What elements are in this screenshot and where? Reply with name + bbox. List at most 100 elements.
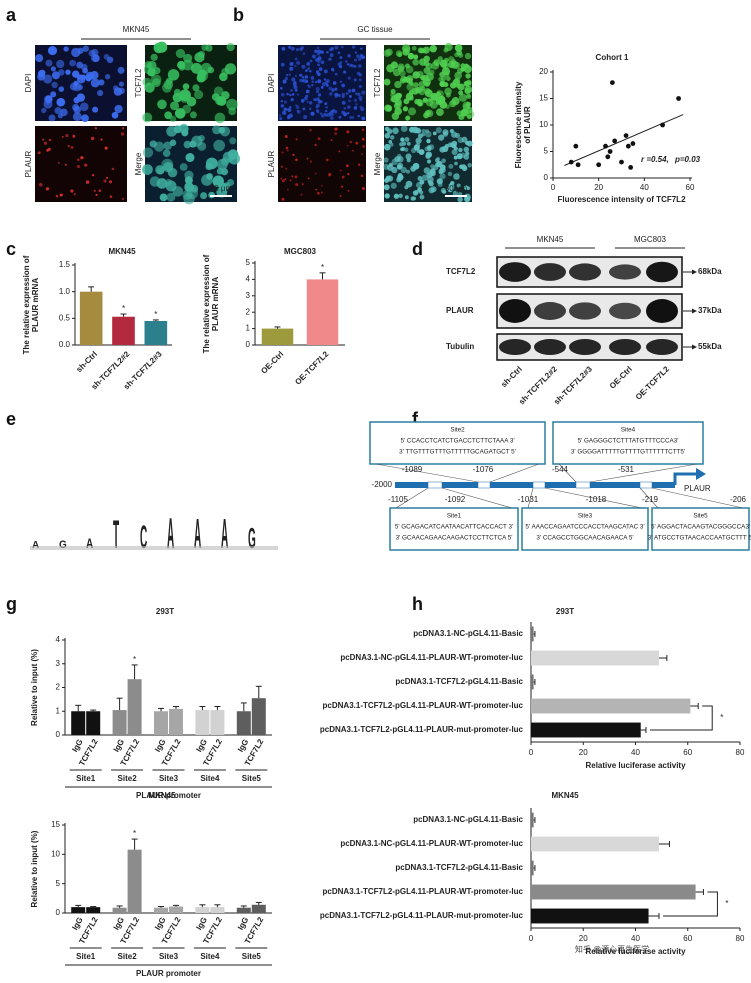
cell bbox=[279, 117, 283, 121]
point bbox=[625, 143, 631, 149]
cell bbox=[429, 69, 435, 76]
cell bbox=[320, 184, 323, 187]
cell bbox=[142, 164, 153, 175]
scale-label: 50 μm bbox=[445, 184, 468, 193]
cell bbox=[305, 89, 310, 94]
arrow-head bbox=[692, 344, 697, 350]
point bbox=[630, 141, 636, 146]
cell bbox=[328, 92, 333, 96]
cell bbox=[457, 196, 463, 203]
y-tick-label: 0 bbox=[246, 340, 251, 349]
cell bbox=[304, 75, 309, 79]
cell bbox=[91, 174, 95, 177]
band bbox=[569, 263, 601, 281]
cell bbox=[406, 169, 410, 174]
cell bbox=[290, 89, 293, 92]
cell bbox=[288, 105, 292, 109]
cell bbox=[400, 125, 408, 133]
cell bbox=[394, 98, 402, 106]
cell bbox=[172, 92, 183, 103]
cell bbox=[456, 183, 461, 188]
cell bbox=[162, 82, 172, 93]
cell bbox=[326, 51, 329, 54]
cell bbox=[402, 106, 409, 112]
cell bbox=[454, 161, 458, 166]
cell bbox=[353, 78, 357, 82]
cell bbox=[392, 68, 401, 77]
cell bbox=[361, 137, 365, 141]
cell bbox=[466, 79, 472, 86]
pos-label: -1092 bbox=[445, 495, 466, 504]
cell bbox=[346, 112, 350, 115]
cell bbox=[316, 46, 320, 50]
cell bbox=[411, 126, 419, 134]
cell bbox=[360, 54, 363, 57]
micrograph bbox=[35, 126, 127, 202]
cell bbox=[413, 54, 419, 60]
cell bbox=[467, 163, 472, 168]
cell bbox=[458, 90, 464, 96]
cell bbox=[64, 163, 67, 166]
bar bbox=[195, 907, 210, 913]
cell bbox=[310, 76, 315, 80]
cell bbox=[72, 82, 82, 92]
cell bbox=[451, 143, 457, 149]
y-axis-label: Fluorescence intensity bbox=[514, 81, 523, 168]
cell bbox=[290, 98, 294, 102]
cell bbox=[315, 188, 318, 191]
cell bbox=[439, 146, 446, 153]
cell bbox=[296, 60, 301, 65]
site-name: Site4 bbox=[621, 427, 636, 434]
pos-label: -1105 bbox=[388, 495, 408, 504]
cell bbox=[442, 63, 449, 70]
cell bbox=[299, 47, 303, 51]
cell bbox=[439, 164, 446, 171]
cell bbox=[361, 187, 365, 191]
cell bbox=[301, 98, 305, 103]
cell bbox=[72, 112, 82, 122]
cell bbox=[419, 194, 425, 200]
cell bbox=[331, 89, 334, 92]
cell bbox=[294, 175, 298, 179]
bar bbox=[210, 710, 225, 735]
band bbox=[569, 338, 601, 356]
cell bbox=[50, 66, 56, 72]
blot-row-label: TCF7L2 bbox=[446, 267, 476, 276]
cell bbox=[305, 94, 309, 98]
motif-letter: A bbox=[194, 512, 201, 557]
cell bbox=[76, 165, 81, 169]
cell bbox=[301, 76, 305, 79]
cell bbox=[69, 59, 76, 67]
cell bbox=[67, 144, 70, 148]
cell bbox=[320, 85, 324, 89]
x-tick-label: 0 bbox=[551, 183, 556, 192]
cell bbox=[405, 153, 412, 160]
cell bbox=[45, 95, 53, 103]
cell bbox=[56, 59, 65, 69]
x-tick-label: 80 bbox=[736, 934, 745, 943]
cell bbox=[397, 63, 405, 71]
cell bbox=[341, 110, 346, 115]
cell bbox=[282, 79, 287, 84]
cell bbox=[280, 165, 284, 168]
y-tick-label: 2 bbox=[56, 683, 61, 692]
cell bbox=[332, 81, 337, 85]
cell bbox=[439, 80, 446, 87]
cell bbox=[200, 192, 208, 200]
cell bbox=[352, 45, 356, 49]
point bbox=[605, 154, 611, 160]
cell bbox=[182, 189, 193, 200]
cell bbox=[142, 147, 154, 158]
cell bbox=[57, 161, 60, 164]
y-tick-label: 20 bbox=[539, 67, 548, 76]
leader bbox=[558, 463, 577, 483]
cell bbox=[317, 191, 320, 195]
cell bbox=[289, 179, 292, 182]
cell bbox=[334, 72, 338, 76]
cell bbox=[325, 83, 329, 87]
bar bbox=[251, 904, 266, 913]
cell bbox=[412, 71, 420, 79]
cell bbox=[311, 80, 314, 83]
x-tick-label: 60 bbox=[686, 183, 695, 192]
